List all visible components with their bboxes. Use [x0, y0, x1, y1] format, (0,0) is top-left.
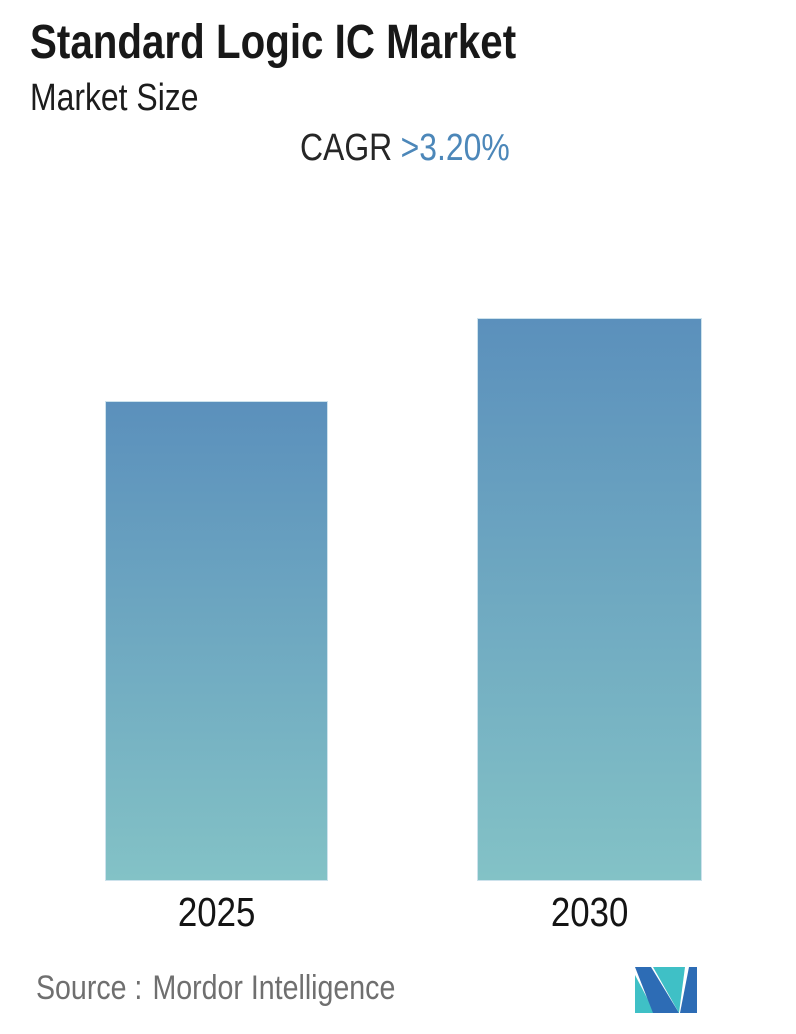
- source-attribution-text: Source : Mordor Intelligence: [36, 969, 395, 1008]
- logo-blue-right-stroke: [680, 967, 697, 1013]
- cagr-callout-text: CAGR >3.20%: [300, 127, 510, 171]
- mordor-intelligence-logo: [635, 967, 697, 1013]
- cagr-callout: CAGR >3.20%: [300, 127, 550, 171]
- page-subtitle-text: Market Size: [30, 77, 199, 119]
- logo-teal-top-triangle: [653, 967, 685, 1013]
- source-value: Mordor Intelligence: [152, 969, 396, 1007]
- page-title-text: Standard Logic IC Market: [30, 16, 517, 69]
- cagr-label: CAGR: [300, 127, 393, 169]
- source-label: Source :: [36, 969, 143, 1007]
- logo-blue-diagonal-band: [635, 967, 679, 1013]
- bar-2030: [477, 318, 702, 881]
- page-subtitle: Market Size: [30, 77, 231, 121]
- x-axis-label-2025-text: 2025: [177, 889, 256, 935]
- x-axis-label-2030: 2030: [477, 889, 702, 935]
- bar-2025: [105, 401, 328, 881]
- cagr-value: >3.20%: [400, 127, 510, 169]
- x-axis-label-2030-text: 2030: [550, 889, 629, 935]
- page-title: Standard Logic IC Market: [30, 15, 609, 70]
- x-axis-label-2025: 2025: [105, 889, 328, 935]
- source-attribution: Source : Mordor Intelligence: [36, 969, 464, 1008]
